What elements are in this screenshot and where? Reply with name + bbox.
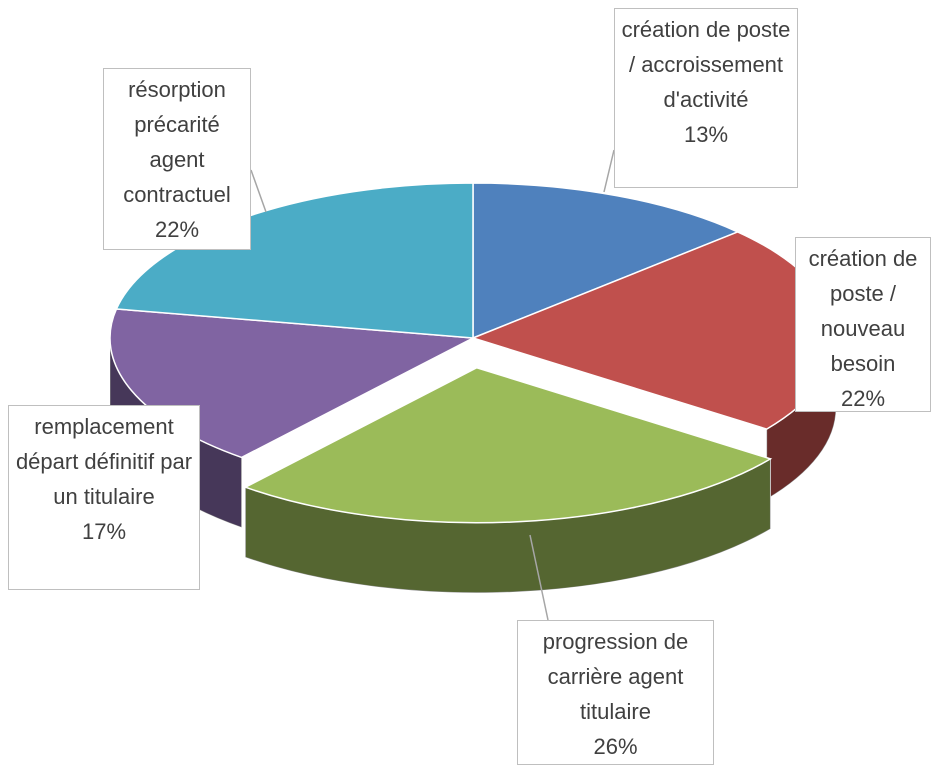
value-label: 13% — [683, 122, 729, 147]
data-label: remplacement départ définitif par un tit… — [8, 405, 200, 590]
category-label: progression de carrière agent titulaire — [542, 629, 689, 724]
value-label: 17% — [81, 519, 127, 544]
data-label: création de poste / nouveau besoin 22% — [795, 237, 931, 412]
category-label: remplacement départ définitif par un tit… — [15, 414, 193, 509]
value-label: 22% — [840, 386, 886, 411]
leader-line — [529, 534, 549, 621]
side-shade — [245, 458, 771, 593]
slice — [243, 366, 773, 524]
leader-line — [603, 149, 615, 193]
data-label: création de poste / accroissement d'acti… — [614, 8, 798, 188]
category-label: résorption précarité agent contractuel — [123, 77, 231, 207]
category-label: création de poste / accroissement d'acti… — [621, 17, 791, 112]
slice — [472, 182, 740, 340]
side-shade — [766, 338, 836, 500]
category-label: création de poste / nouveau besoin — [808, 246, 918, 376]
data-label: progression de carrière agent titulaire 2… — [517, 620, 714, 765]
slice — [109, 308, 476, 459]
data-label: résorption précarité agent contractuel 22… — [103, 68, 251, 250]
value-label: 26% — [593, 734, 638, 759]
leader-line — [250, 169, 267, 213]
value-label: 22% — [154, 217, 200, 242]
